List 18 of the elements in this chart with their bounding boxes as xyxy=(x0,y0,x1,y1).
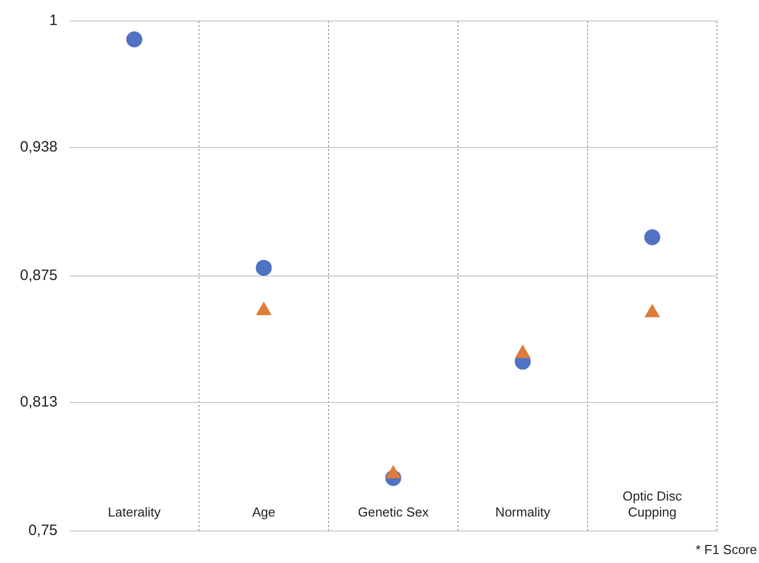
point xyxy=(256,260,272,276)
point xyxy=(385,464,402,478)
x-tick-label: Laterality xyxy=(108,504,162,520)
point xyxy=(644,304,660,318)
point xyxy=(514,344,531,358)
y-tick-label: 0,813 xyxy=(20,394,58,411)
point xyxy=(256,302,272,316)
y-tick-label: 0,938 xyxy=(20,138,58,156)
point xyxy=(126,31,142,48)
x-tick-label: Normality xyxy=(495,504,551,520)
y-tick-label: 0,875 xyxy=(20,267,58,284)
text: * F1 Score xyxy=(696,542,757,558)
point xyxy=(644,229,660,246)
x-tick-label: Optic Disc Cupping xyxy=(622,488,682,520)
y-tick-label: 1 xyxy=(49,12,58,30)
y-tick-label: 0,75 xyxy=(28,522,58,540)
x-tick-label: Genetic Sex xyxy=(358,504,430,520)
x-tick-label: Age xyxy=(252,504,276,520)
